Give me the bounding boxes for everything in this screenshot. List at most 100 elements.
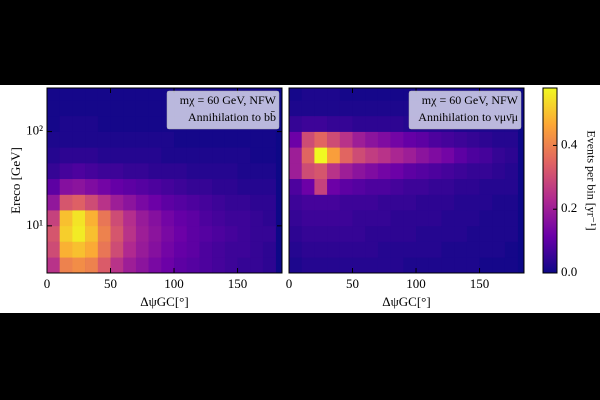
cell: [377, 88, 391, 101]
cell: [135, 88, 149, 101]
cell: [339, 241, 353, 258]
cell: [479, 194, 493, 211]
cell: [339, 115, 353, 132]
cell: [339, 163, 353, 180]
cell: [441, 178, 455, 195]
cell: [390, 178, 404, 195]
cell: [314, 194, 328, 211]
cell: [428, 131, 442, 148]
cell: [97, 178, 111, 195]
cell: [174, 257, 188, 273]
cell: [250, 163, 264, 180]
cell: [148, 88, 162, 101]
cell: [262, 194, 276, 211]
cell: [339, 210, 353, 227]
cell: [212, 241, 226, 258]
frame: [46, 87, 283, 274]
cell: [123, 178, 137, 195]
cell: [47, 210, 61, 227]
cell: [135, 163, 149, 180]
cell: [72, 131, 86, 148]
cell: [186, 163, 200, 180]
cell: [441, 225, 455, 242]
cell: [352, 100, 366, 117]
cell: [466, 210, 480, 227]
cell: [403, 257, 417, 273]
cell: [327, 115, 341, 132]
cell: [301, 131, 315, 148]
cell: [212, 131, 226, 148]
cell: [492, 163, 506, 180]
cell: [224, 210, 238, 227]
cell: [479, 131, 493, 148]
cell: [135, 131, 149, 148]
colorbar-tick-label: 0.0: [561, 264, 577, 279]
cell: [492, 194, 506, 211]
cell: [314, 178, 328, 195]
cell: [174, 131, 188, 148]
colorbar-tick-label: 0.4: [561, 136, 578, 151]
cell: [85, 257, 99, 273]
cell: [199, 241, 213, 258]
cell: [390, 225, 404, 242]
cell: [466, 178, 480, 195]
cell: [301, 210, 315, 227]
cell: [110, 100, 124, 117]
cell: [377, 178, 391, 195]
cell: [352, 163, 366, 180]
cell: [85, 88, 99, 101]
cell: [352, 131, 366, 148]
cell: [289, 210, 303, 227]
cell: [237, 210, 251, 227]
cell: [352, 147, 366, 164]
cell: [110, 147, 124, 164]
cell: [135, 100, 149, 117]
cell: [161, 257, 175, 273]
cell: [199, 178, 213, 195]
cell: [314, 225, 328, 242]
annotation: Annihilation to bb̄: [188, 110, 276, 124]
cell: [135, 241, 149, 258]
cell: [289, 88, 303, 101]
cell: [97, 163, 111, 180]
cell: [199, 225, 213, 242]
x-tick-label: 50: [104, 276, 117, 291]
cell: [135, 257, 149, 273]
annotation: mχ = 60 GeV, NFW: [180, 93, 277, 107]
x-tick-label: 0: [44, 276, 51, 291]
cell: [110, 115, 124, 132]
cell: [289, 131, 303, 148]
cell: [161, 163, 175, 180]
cell: [186, 210, 200, 227]
cell: [428, 225, 442, 242]
cell: [454, 210, 468, 227]
cell: [250, 194, 264, 211]
cell: [428, 178, 442, 195]
cell: [148, 100, 162, 117]
cell: [237, 131, 251, 148]
cell: [59, 241, 73, 258]
cell: [301, 147, 315, 164]
annotation-box: [408, 90, 522, 130]
cell: [97, 147, 111, 164]
cell: [390, 147, 404, 164]
cell: [416, 131, 430, 148]
cell: [301, 257, 315, 273]
cell: [148, 115, 162, 132]
cell: [365, 115, 379, 132]
cell: [97, 131, 111, 148]
cell: [174, 178, 188, 195]
cell: [161, 178, 175, 195]
cell: [327, 225, 341, 242]
cell: [85, 210, 99, 227]
cell: [250, 131, 264, 148]
cell: [416, 163, 430, 180]
cell: [237, 241, 251, 258]
cell: [454, 178, 468, 195]
cell: [454, 147, 468, 164]
cell: [174, 194, 188, 211]
cell: [72, 225, 86, 242]
cell: [47, 241, 61, 258]
cell: [85, 225, 99, 242]
